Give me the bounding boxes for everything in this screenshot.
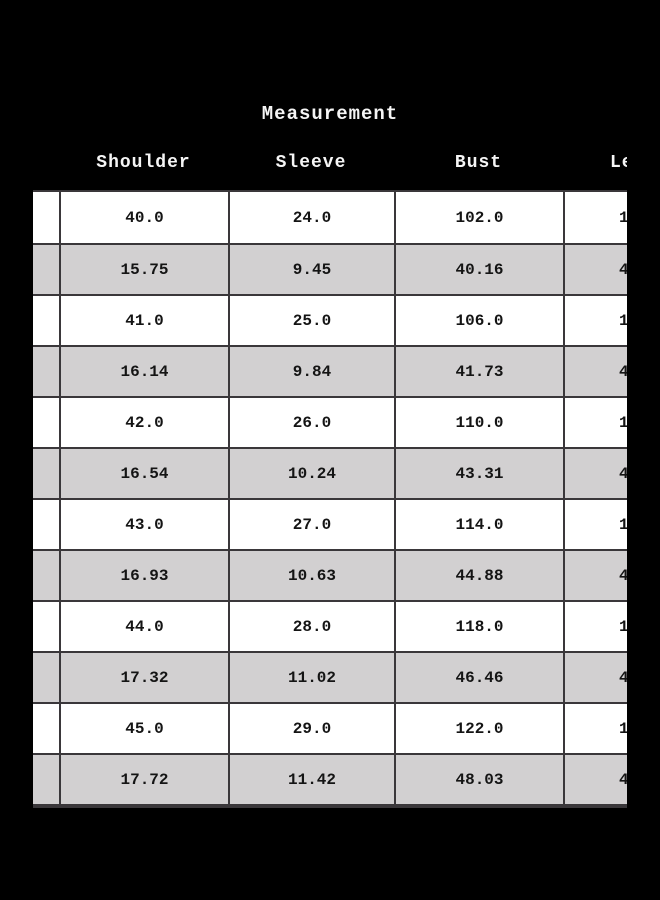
bust-cell: 41.73 <box>394 345 563 396</box>
table-row: 16.54 10.24 43.31 4 <box>33 447 627 498</box>
length-cell-partial: 4 <box>563 243 627 294</box>
bust-cell: 46.46 <box>394 651 563 702</box>
table-row: 40.0 24.0 102.0 1 <box>33 192 627 243</box>
sleeve-cell: 24.0 <box>228 192 394 243</box>
header-size-partial <box>33 150 59 176</box>
shoulder-cell: 43.0 <box>59 498 228 549</box>
chart-title: Measurement <box>261 103 399 125</box>
table-row: 44.0 28.0 118.0 1 <box>33 600 627 651</box>
size-cell-partial <box>33 447 59 498</box>
size-cell-partial <box>33 702 59 753</box>
size-cell-partial <box>33 396 59 447</box>
table-row: 15.75 9.45 40.16 4 <box>33 243 627 294</box>
size-cell-partial <box>33 600 59 651</box>
size-cell-partial <box>33 243 59 294</box>
size-cell-partial <box>33 192 59 243</box>
length-cell-partial: 4 <box>563 651 627 702</box>
sleeve-cell: 11.42 <box>228 753 394 804</box>
length-cell-partial: 1 <box>563 396 627 447</box>
shoulder-cell: 41.0 <box>59 294 228 345</box>
shoulder-cell: 15.75 <box>59 243 228 294</box>
bust-cell: 48.03 <box>394 753 563 804</box>
bust-cell: 118.0 <box>394 600 563 651</box>
size-cell-partial <box>33 498 59 549</box>
length-cell-partial: 1 <box>563 294 627 345</box>
table-row: 16.14 9.84 41.73 4 <box>33 345 627 396</box>
sleeve-cell: 29.0 <box>228 702 394 753</box>
length-cell-partial: 1 <box>563 702 627 753</box>
sleeve-cell: 10.24 <box>228 447 394 498</box>
shoulder-cell: 17.72 <box>59 753 228 804</box>
shoulder-cell: 16.93 <box>59 549 228 600</box>
shoulder-cell: 16.14 <box>59 345 228 396</box>
shoulder-cell: 45.0 <box>59 702 228 753</box>
table-row: 43.0 27.0 114.0 1 <box>33 498 627 549</box>
length-cell-partial: 1 <box>563 600 627 651</box>
table-row: 45.0 29.0 122.0 1 <box>33 702 627 753</box>
size-cell-partial <box>33 549 59 600</box>
bust-cell: 122.0 <box>394 702 563 753</box>
size-cell-partial <box>33 651 59 702</box>
shoulder-cell: 17.32 <box>59 651 228 702</box>
size-cell-partial <box>33 294 59 345</box>
size-cell-partial <box>33 753 59 804</box>
bust-cell: 102.0 <box>394 192 563 243</box>
bust-cell: 106.0 <box>394 294 563 345</box>
table-row: 17.32 11.02 46.46 4 <box>33 651 627 702</box>
sleeve-cell: 25.0 <box>228 294 394 345</box>
sleeve-cell: 28.0 <box>228 600 394 651</box>
measurement-table: 40.0 24.0 102.0 1 15.75 9.45 40.16 4 41.… <box>33 190 627 808</box>
table-row: 16.93 10.63 44.88 4 <box>33 549 627 600</box>
sleeve-cell: 27.0 <box>228 498 394 549</box>
bust-cell: 114.0 <box>394 498 563 549</box>
bust-cell: 44.88 <box>394 549 563 600</box>
bust-cell: 110.0 <box>394 396 563 447</box>
table-row: 42.0 26.0 110.0 1 <box>33 396 627 447</box>
shoulder-cell: 42.0 <box>59 396 228 447</box>
sleeve-cell: 9.45 <box>228 243 394 294</box>
sleeve-cell: 26.0 <box>228 396 394 447</box>
length-cell-partial: 4 <box>563 345 627 396</box>
bust-cell: 40.16 <box>394 243 563 294</box>
header-shoulder: Shoulder <box>96 153 191 173</box>
sleeve-cell: 9.84 <box>228 345 394 396</box>
sleeve-cell: 11.02 <box>228 651 394 702</box>
table-row: 17.72 11.42 48.03 4 <box>33 753 627 804</box>
sleeve-cell: 10.63 <box>228 549 394 600</box>
header-length-partial: Le <box>610 153 627 173</box>
table-row: 41.0 25.0 106.0 1 <box>33 294 627 345</box>
length-cell-partial: 4 <box>563 549 627 600</box>
header-sleeve: Sleeve <box>275 153 347 173</box>
header-bust: Bust <box>454 153 503 173</box>
length-cell-partial: 4 <box>563 753 627 804</box>
bust-cell: 43.31 <box>394 447 563 498</box>
shoulder-cell: 44.0 <box>59 600 228 651</box>
shoulder-cell: 40.0 <box>59 192 228 243</box>
table-header-row: Shoulder Sleeve Bust Le <box>33 150 627 176</box>
size-cell-partial <box>33 345 59 396</box>
length-cell-partial: 1 <box>563 498 627 549</box>
shoulder-cell: 16.54 <box>59 447 228 498</box>
length-cell-partial: 1 <box>563 192 627 243</box>
length-cell-partial: 4 <box>563 447 627 498</box>
